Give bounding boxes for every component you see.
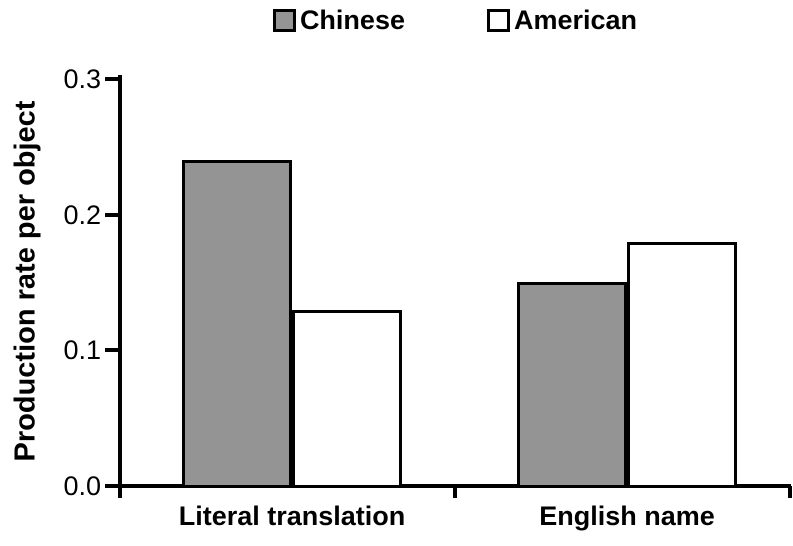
y-axis-tick [105,213,119,217]
y-tick-label: 0.1 [63,335,101,365]
y-axis-tick [105,348,119,352]
x-axis-tick [453,486,457,498]
x-axis-tick [118,486,122,498]
legend-item-chinese: Chinese [272,3,405,37]
y-axis-tick [105,77,119,81]
legend-label: Chinese [299,5,405,35]
legend-swatch-icon [486,8,510,32]
y-axis-title-text: Production rate per object [9,100,42,462]
y-tick-label: 0.0 [63,471,101,501]
x-category-label: English name [539,501,715,531]
bar-american-1 [627,242,737,488]
x-axis-tick [788,486,792,498]
y-tick-label: 0.3 [63,64,101,94]
legend-label: American [513,5,638,35]
bar-chinese-0 [182,160,292,488]
legend-item-american: American [486,3,638,37]
y-axis-line [118,75,122,488]
legend-swatch-icon [272,8,296,32]
chart-legend: Chinese American [120,3,790,37]
bar-american-0 [292,310,402,488]
bar-chinese-1 [517,282,627,488]
y-tick-label: 0.2 [63,200,101,230]
y-axis-tick [105,484,119,488]
x-category-label: Literal translation [178,501,406,531]
